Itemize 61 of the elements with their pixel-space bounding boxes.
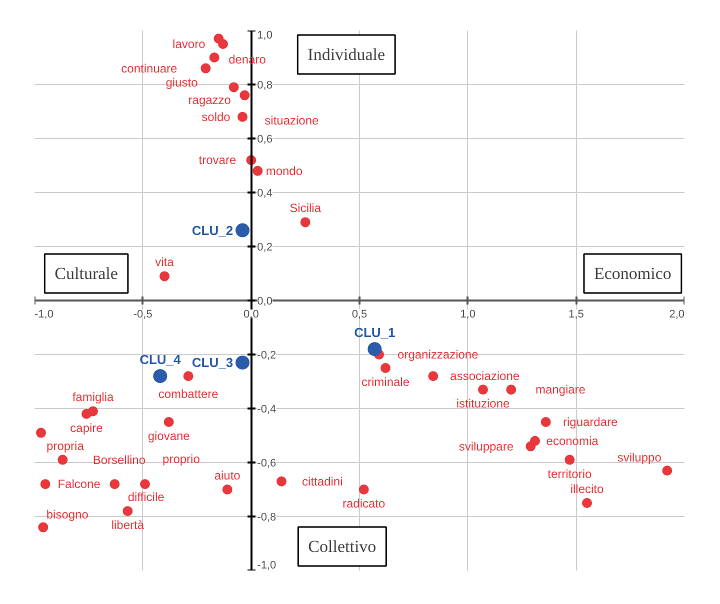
annotation: CLU_2 — [192, 222, 234, 238]
y-tick-label: -0,8 — [257, 512, 276, 524]
annotation: sviluppo — [617, 450, 662, 465]
annotation: situazione — [264, 113, 320, 128]
annotation: aiuto — [214, 468, 241, 482]
y-tick-label: 1,0 — [257, 30, 272, 42]
annotation: mondo — [266, 164, 303, 178]
annotation: Collettivo — [308, 537, 376, 556]
annotation: Individuale — [308, 45, 386, 64]
annotation: continuare — [121, 61, 178, 76]
x-tick-label: 1,5 — [568, 308, 584, 320]
x-tick-label: 1,0 — [460, 308, 476, 320]
annotation: libertà — [111, 518, 144, 532]
y-tick-label: -1,0 — [257, 560, 276, 572]
annotation: trovare — [198, 153, 236, 168]
annotation: Sicilia — [290, 201, 322, 216]
annotation: istituzione — [456, 396, 510, 411]
y-tick-label: 0,0 — [257, 296, 272, 308]
annotation: Borsellino — [92, 452, 146, 467]
annotation: mangiare — [535, 382, 586, 397]
annotation: organizzazione — [398, 348, 479, 362]
annotation: associazione — [450, 369, 520, 384]
annotation: soldo — [202, 110, 231, 124]
annotation: proprio — [162, 452, 200, 466]
x-tick-label: 0,0 — [244, 308, 259, 320]
annotation: territorio — [548, 466, 592, 481]
annotation: propria — [46, 438, 84, 453]
annotation: economia — [546, 434, 599, 448]
annotation: ragazzo — [188, 93, 232, 108]
x-tick-label: -0,5 — [133, 308, 152, 320]
y-tick-label: -0,2 — [257, 350, 276, 362]
annotation: CLU_3 — [192, 355, 234, 370]
annotation: cittadini — [302, 474, 343, 488]
y-tick-label: 0,4 — [257, 188, 272, 200]
annotation: capire — [70, 420, 104, 435]
x-tick-label: 0,5 — [352, 308, 368, 320]
annotation: radicato — [342, 496, 386, 510]
annotation: combattere — [158, 387, 219, 402]
annotation: CLU_4 — [140, 352, 182, 368]
y-tick-label: -0,6 — [257, 458, 276, 470]
annotation: famiglia — [72, 390, 114, 404]
annotation: Falcone — [58, 477, 101, 492]
annotation: giovane — [148, 429, 190, 443]
y-tick-label: -0,4 — [257, 404, 276, 416]
annotation: sviluppare — [458, 439, 514, 454]
y-tick-label: 0,8 — [257, 80, 272, 92]
annotation: CLU_1 — [354, 325, 396, 340]
y-tick-label: 0,6 — [257, 134, 272, 146]
annotation: lavoro — [172, 37, 206, 51]
annotation: illecito — [570, 482, 604, 496]
annotation: Culturale — [54, 264, 118, 283]
annotation: criminale — [361, 375, 410, 389]
annotation: giusto — [166, 76, 198, 90]
annotation: vita — [155, 255, 174, 270]
annotation: difficile — [128, 490, 165, 504]
annotation: Economico — [594, 264, 672, 283]
annotation: riguardare — [562, 415, 618, 429]
x-tick-label: -1,0 — [34, 308, 54, 320]
y-tick-label: 0,2 — [257, 242, 272, 254]
x-tick-label: 2,0 — [669, 308, 685, 320]
annotation: bisogno — [46, 507, 89, 522]
